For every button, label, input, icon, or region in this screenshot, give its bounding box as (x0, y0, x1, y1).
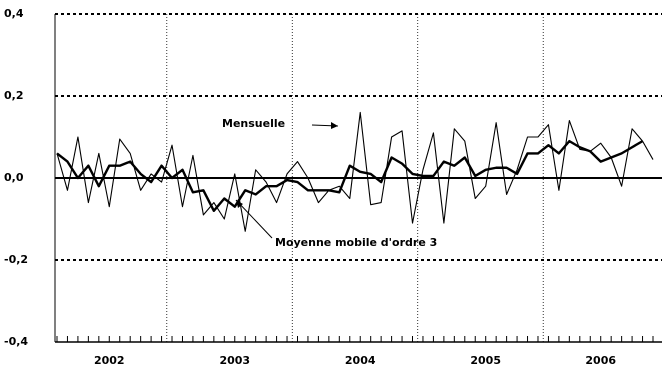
arrow-head (331, 122, 338, 129)
series-line (56, 139, 644, 212)
annotation-arrow (235, 199, 273, 239)
x-tick-label: 2006 (585, 354, 616, 367)
x-tick-label: 2002 (94, 354, 125, 367)
y-tick-label: -0,2 (4, 253, 28, 266)
x-tick-label: 2004 (345, 354, 376, 367)
x-tick-label: 2005 (470, 354, 501, 367)
arrow-head (236, 200, 243, 208)
annotation: Mensuelle (222, 117, 285, 130)
y-tick-label: 0,4 (4, 7, 24, 20)
x-tick-label: 2003 (219, 354, 250, 367)
y-tick-label: 0,0 (4, 171, 24, 184)
y-tick-label: 0,2 (4, 89, 24, 102)
annotation: Moyenne mobile d'ordre 3 (275, 236, 437, 249)
y-tick-label: -0,4 (4, 335, 28, 348)
series-line (56, 111, 654, 232)
